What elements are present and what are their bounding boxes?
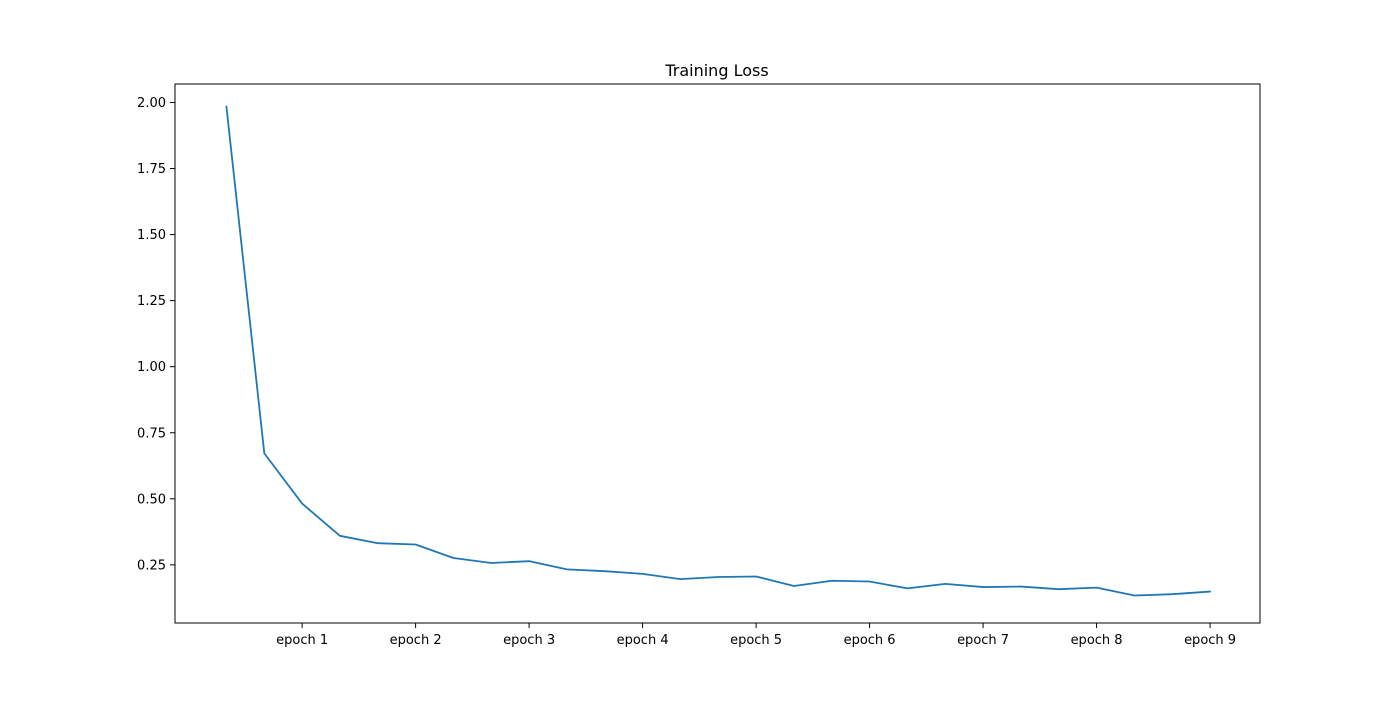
y-tick-label: 1.00 xyxy=(137,360,166,375)
y-tick-label: 2.00 xyxy=(137,96,166,111)
x-tick-label: epoch 9 xyxy=(1184,633,1236,648)
y-tick-label: 1.50 xyxy=(137,228,166,243)
x-tick-label: epoch 4 xyxy=(617,633,669,648)
x-tick-label: epoch 6 xyxy=(844,633,896,648)
plot-frame xyxy=(174,83,1261,624)
x-tick-label: epoch 7 xyxy=(957,633,1009,648)
chart-title: Training Loss xyxy=(664,61,768,80)
y-tick-label: 1.25 xyxy=(137,294,166,309)
x-tick-label: epoch 3 xyxy=(503,633,555,648)
y-tick-label: 0.25 xyxy=(137,558,166,573)
x-tick-label: epoch 8 xyxy=(1071,633,1123,648)
x-tick-label: epoch 5 xyxy=(730,633,782,648)
series-line xyxy=(225,105,1211,597)
plot-area: 0.25 0.50 0.75 1.00 1.25 1.50 1.75 2.00 epoch 1 e… xyxy=(137,83,1261,648)
y-tick-label: 1.75 xyxy=(137,162,166,177)
y-tick-label: 0.75 xyxy=(137,426,166,441)
x-tick-label: epoch 1 xyxy=(276,633,328,648)
x-tick-label: epoch 2 xyxy=(390,633,442,648)
y-tick-label: 0.50 xyxy=(137,492,166,507)
